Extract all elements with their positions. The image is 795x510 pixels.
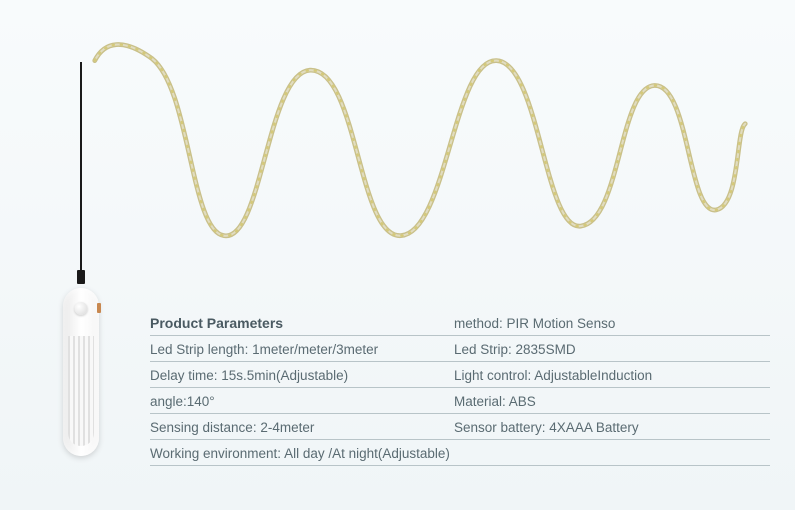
led-strip-length: Led Strip length: 1meter/meter/3meter (150, 342, 450, 357)
table-row: Sensing distance: 2-4meter Sensor batter… (150, 414, 770, 440)
sensor-battery: Sensor battery: 4XAAA Battery (450, 420, 770, 435)
light-control: Light control: AdjustableInduction (450, 368, 770, 383)
led-strip-type: Led Strip: 2835SMD (450, 342, 770, 357)
sensor-switch-icon (97, 303, 101, 313)
product-parameters-card: Product Parameters method: PIR Motion Se… (0, 0, 795, 510)
sensor-cable (80, 62, 82, 272)
product-parameters-table: Product Parameters method: PIR Motion Se… (150, 310, 770, 466)
table-header-row: Product Parameters method: PIR Motion Se… (150, 310, 770, 336)
working-environment: Working environment: All day /At night(A… (150, 446, 770, 461)
sensing-distance: Sensing distance: 2-4meter (150, 420, 450, 435)
led-strip-illustration (60, 30, 780, 250)
delay-time: Delay time: 15s.5min(Adjustable) (150, 368, 450, 383)
sensor-body-ridges (68, 336, 94, 446)
angle: angle:140° (150, 394, 450, 409)
table-title: Product Parameters (150, 315, 450, 331)
table-row: Led Strip length: 1meter/meter/3meter Le… (150, 336, 770, 362)
table-row: angle:140° Material: ABS (150, 388, 770, 414)
material: Material: ABS (450, 394, 770, 409)
table-row: Delay time: 15s.5min(Adjustable) Light c… (150, 362, 770, 388)
method-value: method: PIR Motion Senso (450, 316, 770, 331)
sensor-dome-icon (75, 302, 88, 315)
table-row: Working environment: All day /At night(A… (150, 440, 770, 466)
pir-sensor-device (63, 288, 99, 456)
